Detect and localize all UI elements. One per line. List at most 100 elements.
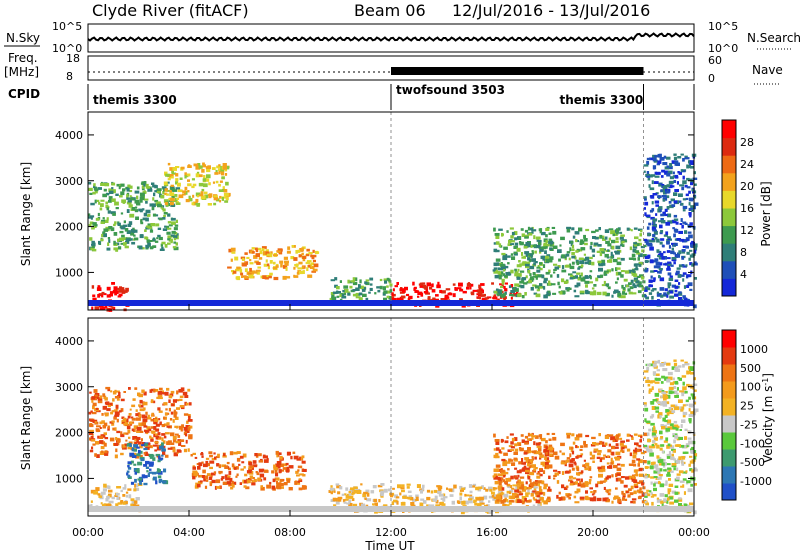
heatmap-cell	[344, 288, 349, 293]
heatmap-cell	[127, 465, 130, 468]
heatmap-cell	[671, 284, 676, 288]
heatmap-cell	[620, 234, 625, 237]
heatmap-cell	[141, 185, 145, 189]
heatmap-cell	[497, 473, 503, 477]
heatmap-cell	[578, 471, 583, 475]
heatmap-cell	[101, 291, 105, 295]
heatmap-cell	[592, 254, 595, 257]
heatmap-cell	[187, 419, 193, 422]
heatmap-cell	[660, 213, 665, 217]
heatmap-cell	[658, 463, 663, 466]
heatmap-cell	[198, 182, 204, 187]
heatmap-cell	[114, 292, 117, 296]
ground-scatter-cell	[216, 506, 218, 512]
heatmap-cell	[636, 458, 641, 461]
heatmap-cell	[194, 485, 199, 489]
heatmap-cell	[691, 393, 695, 398]
heatmap-cell	[539, 283, 543, 287]
heatmap-cell	[664, 213, 668, 217]
heatmap-cell	[678, 250, 682, 255]
heatmap-cell	[622, 497, 625, 501]
heatmap-cell	[173, 452, 178, 457]
heatmap-cell	[176, 399, 180, 402]
heatmap-cell	[597, 466, 602, 470]
heatmap-cell	[137, 412, 141, 415]
heatmap-cell	[196, 174, 200, 177]
heatmap-cell	[674, 189, 679, 192]
heatmap-cell	[615, 473, 618, 478]
heatmap-cell	[620, 257, 625, 261]
heatmap-cell	[128, 421, 133, 425]
heatmap-cell	[145, 452, 148, 455]
heatmap-cell	[93, 397, 97, 401]
ground-scatter-cell	[280, 300, 282, 306]
ground-scatter-cell	[262, 506, 264, 512]
heatmap-cell	[187, 427, 191, 431]
heatmap-cell	[122, 487, 127, 490]
heatmap-cell	[617, 463, 621, 466]
heatmap-cell	[667, 282, 672, 286]
heatmap-cell	[661, 401, 667, 403]
heatmap-cell	[556, 480, 560, 484]
heatmap-cell	[663, 361, 667, 365]
heatmap-cell	[650, 495, 655, 498]
heatmap-cell	[437, 281, 440, 286]
ground-scatter-cell	[130, 300, 132, 306]
heatmap-cell	[93, 183, 96, 187]
ground-scatter-cell	[644, 506, 646, 512]
ground-scatter-cell	[660, 506, 662, 512]
heatmap-cell	[280, 483, 284, 486]
heatmap-cell	[170, 446, 176, 450]
ground-scatter-cell	[258, 506, 260, 512]
heatmap-cell	[412, 281, 415, 286]
heatmap-cell	[118, 246, 122, 250]
heatmap-cell	[639, 233, 642, 237]
ground-scatter-cell	[450, 300, 452, 306]
heatmap-cell	[129, 195, 132, 198]
heatmap-cell	[689, 249, 693, 252]
ground-scatter-cell	[140, 506, 142, 512]
heatmap-cell	[691, 263, 694, 267]
heatmap-cell	[125, 241, 130, 244]
heatmap-cell	[506, 490, 510, 494]
ground-scatter-cell	[304, 300, 306, 306]
heatmap-cell	[604, 253, 609, 258]
ground-scatter-cell	[636, 300, 638, 306]
heatmap-cell	[529, 265, 535, 270]
heatmap-cell	[262, 275, 267, 279]
ground-scatter-cell	[454, 300, 456, 306]
heatmap-cell	[688, 212, 692, 216]
heatmap-cell	[521, 489, 527, 492]
heatmap-cell	[293, 455, 299, 460]
heatmap-cell	[679, 223, 682, 225]
heatmap-cell	[566, 457, 571, 460]
heatmap-cell	[461, 487, 465, 490]
heatmap-cell	[577, 276, 582, 281]
heatmap-cell	[532, 504, 536, 507]
ground-scatter-cell	[488, 300, 490, 306]
ground-scatter-cell	[224, 300, 226, 306]
ground-scatter-cell	[682, 506, 684, 512]
heatmap-cell	[402, 495, 407, 499]
heatmap-cell	[261, 246, 267, 249]
heatmap-cell	[584, 289, 589, 294]
heatmap-cell	[202, 470, 205, 474]
heatmap-cell	[575, 239, 578, 243]
ground-scatter-cell	[296, 300, 298, 306]
heatmap-cell	[164, 188, 168, 192]
heatmap-cell	[616, 434, 620, 438]
heatmap-cell	[291, 245, 294, 248]
heatmap-cell	[689, 468, 693, 472]
ground-scatter-cell	[328, 300, 330, 306]
heatmap-cell	[126, 470, 130, 473]
heatmap-cell	[94, 395, 99, 399]
heatmap-cell	[570, 480, 574, 485]
heatmap-cell	[673, 156, 678, 161]
heatmap-cell	[671, 463, 677, 466]
ground-scatter-cell	[466, 506, 468, 512]
heatmap-cell	[167, 221, 171, 224]
heatmap-cell	[494, 249, 500, 253]
heatmap-cell	[577, 482, 582, 487]
heatmap-cell	[336, 295, 340, 298]
heatmap-cell	[510, 446, 515, 449]
